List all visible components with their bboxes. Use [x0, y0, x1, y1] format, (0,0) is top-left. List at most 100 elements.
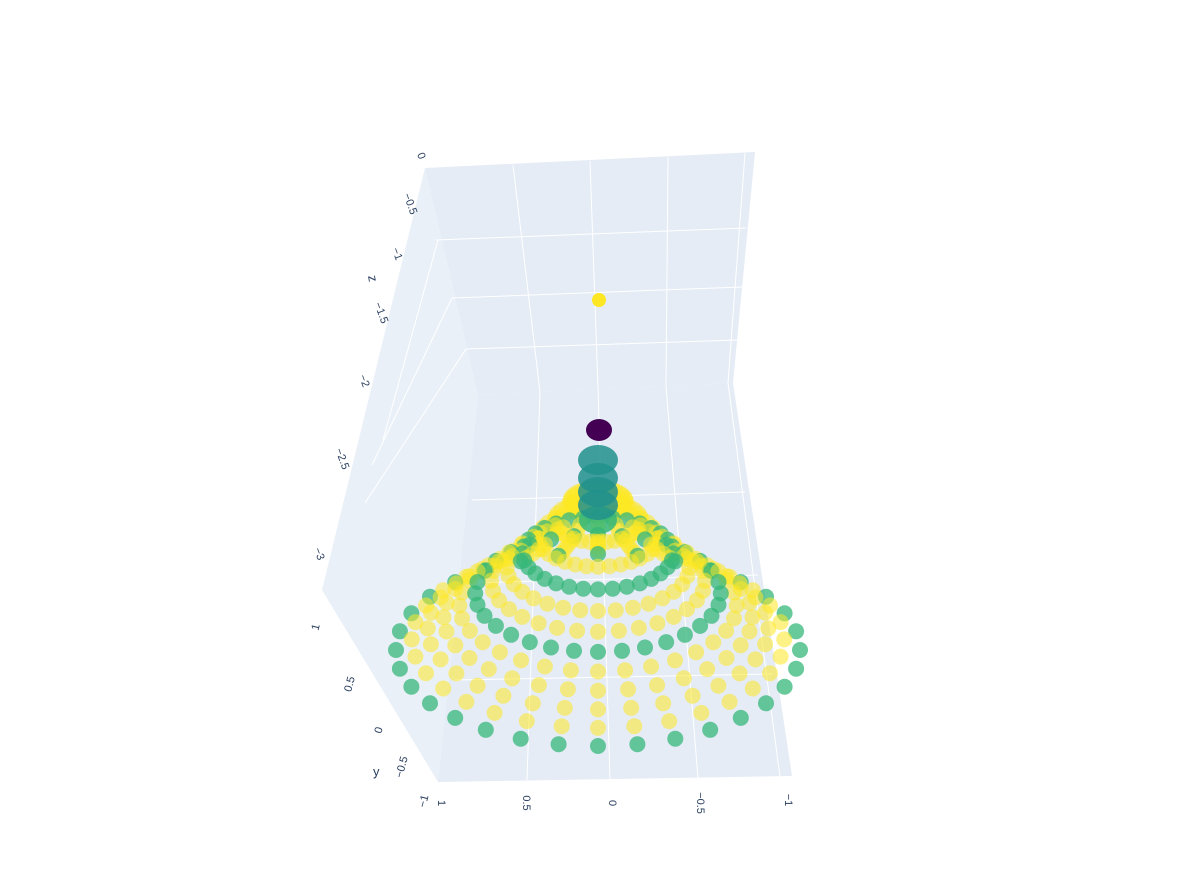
y-tick-label: 0 — [373, 726, 386, 735]
cone-marker — [419, 620, 436, 637]
gridline-back-horizontal — [451, 286, 743, 299]
cone-marker — [403, 631, 420, 648]
gridline-back-horizontal — [435, 227, 747, 241]
gridline-side — [364, 348, 467, 504]
cone-marker — [590, 663, 606, 680]
gridline-back-vertical — [727, 152, 746, 384]
cone-marker — [710, 677, 727, 694]
cone-marker — [569, 622, 586, 639]
z-tick-label: −1 — [389, 246, 405, 262]
cone-marker — [432, 651, 449, 668]
cone-marker — [610, 622, 627, 639]
cone-ring-marker — [614, 642, 630, 659]
cone-marker — [726, 584, 742, 601]
cone-marker — [601, 558, 618, 575]
gridline-back-vertical — [665, 156, 669, 387]
cone-marker — [744, 680, 761, 697]
cone-marker — [461, 650, 478, 666]
cone-marker — [590, 682, 606, 699]
cone-ring-marker — [618, 578, 635, 595]
cone-marker — [539, 595, 556, 612]
cone-ring-marker — [631, 575, 648, 592]
cone-marker — [530, 615, 547, 632]
z-tick-label: −3 — [311, 546, 327, 562]
cone-marker — [732, 637, 749, 654]
cone-marker — [451, 597, 468, 614]
cone-ring-marker — [550, 736, 567, 753]
gridline-back-vertical — [512, 164, 541, 393]
cone-marker — [562, 662, 579, 679]
center-stack-marker — [578, 445, 618, 475]
x-tick-label: −1 — [782, 794, 794, 807]
cone-ring-marker — [658, 634, 675, 651]
cone-marker — [741, 594, 758, 611]
cone-ring-marker — [476, 607, 493, 624]
cone-marker — [549, 619, 566, 636]
cone-marker — [623, 699, 640, 716]
cone-ring-marker — [422, 695, 438, 712]
cone-marker — [572, 602, 589, 619]
cone-marker — [776, 631, 793, 648]
cone-marker — [731, 665, 748, 682]
cone-marker — [418, 665, 434, 682]
cone-marker — [474, 634, 491, 651]
cone-marker — [514, 608, 531, 625]
cone-marker — [718, 650, 735, 666]
cone-ring-marker — [447, 709, 464, 726]
cone-marker — [590, 719, 606, 736]
cone-ring-marker — [703, 607, 720, 624]
cone-marker — [649, 615, 666, 632]
cone-ring-marker — [590, 546, 606, 562]
markers — [388, 293, 808, 754]
cone-ring-marker — [604, 580, 621, 597]
cone-marker — [757, 604, 774, 621]
cone-marker — [556, 699, 573, 716]
z-tick-label: −2.5 — [332, 447, 351, 472]
cone-marker — [454, 584, 470, 601]
cone-ring-marker — [758, 695, 774, 712]
gridline-back-horizontal — [465, 339, 739, 350]
cone-ring-marker — [561, 578, 578, 595]
cone-ring-marker — [629, 736, 646, 753]
cone-marker — [461, 622, 478, 639]
cone-marker — [762, 665, 778, 682]
cone-ring-marker — [403, 678, 420, 695]
cone-ring-marker — [732, 709, 749, 726]
cone-marker — [491, 644, 508, 661]
cone-marker — [407, 648, 424, 665]
cone-marker — [693, 704, 710, 721]
z-tick-label: 0 — [414, 151, 427, 161]
cone-ring-marker — [692, 617, 709, 634]
cone-marker — [448, 665, 465, 682]
gridline-side — [371, 297, 453, 466]
cone-marker — [513, 652, 529, 669]
cone-marker — [772, 648, 789, 665]
cone-marker — [772, 614, 789, 631]
z-axis-title: z — [365, 274, 381, 283]
cone-marker — [495, 687, 512, 704]
cone-marker — [422, 636, 439, 653]
y-tick-label: −0.5 — [393, 755, 410, 779]
cone-marker — [684, 687, 701, 704]
cone-marker — [728, 597, 745, 614]
cone-marker — [665, 608, 682, 625]
cone-marker — [590, 623, 606, 640]
x-tick-label: 0 — [606, 800, 618, 806]
cone-marker — [590, 701, 606, 718]
purple-marker — [586, 419, 612, 441]
cone-ring-marker — [637, 639, 653, 656]
cone-marker — [422, 604, 439, 621]
cone-marker — [607, 602, 624, 619]
x-tick-label: −0.5 — [694, 792, 706, 814]
cone-marker — [504, 670, 521, 687]
cone-ring-marker — [391, 623, 408, 640]
cone-marker — [744, 609, 761, 626]
cone-ring-marker — [590, 738, 606, 754]
cone-marker — [578, 558, 595, 575]
cone-marker — [435, 609, 452, 626]
cone-marker — [559, 681, 576, 698]
cone-marker — [590, 558, 606, 575]
cone-ring-marker — [590, 643, 606, 660]
cone-marker — [688, 644, 705, 661]
